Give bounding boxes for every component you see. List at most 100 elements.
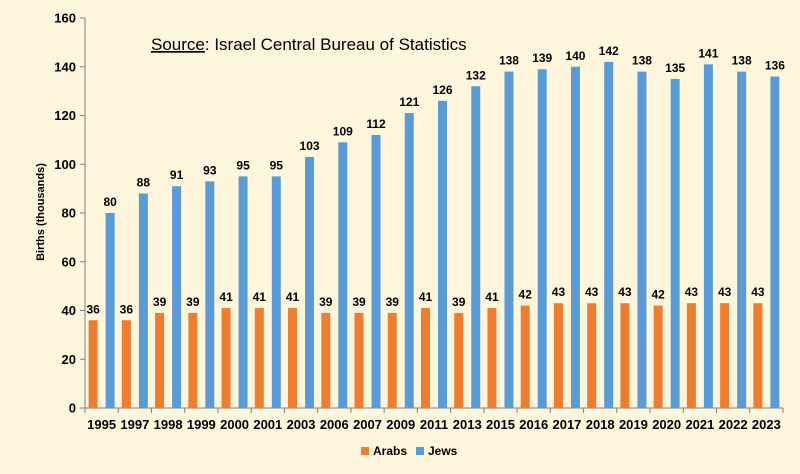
- x-tick-label: 2009: [386, 417, 415, 432]
- bar-jews-2013: [471, 86, 481, 408]
- bar-jews-1998: [172, 186, 182, 408]
- bar-jews-2021: [703, 64, 713, 408]
- y-tick-label: 20: [62, 352, 76, 367]
- x-tick-label: 2017: [552, 417, 581, 432]
- bar-arabs-2007: [354, 312, 364, 408]
- data-label-jews-2020: 135: [665, 61, 685, 75]
- y-tick-label: 140: [54, 59, 76, 74]
- x-tick-label: 2013: [453, 417, 482, 432]
- bar-arabs-2011: [421, 308, 430, 408]
- data-labels: 36 36 39 39 41 41 41 39 39 39 41 39 41 42 43 43 43 42 43 43…: [86, 44, 785, 316]
- data-label-jews-2015: 138: [499, 54, 519, 68]
- x-tick-label: 2007: [353, 417, 382, 432]
- data-label-arabs-2006: 39: [319, 295, 333, 309]
- y-tick-label: 120: [54, 108, 76, 123]
- x-tick-label: 1999: [187, 417, 216, 432]
- data-label-jews-2011: 126: [432, 83, 452, 97]
- data-label-jews-2007: 112: [366, 117, 386, 131]
- data-label-jews-2003: 103: [300, 139, 320, 153]
- data-label-jews-1995: 80: [103, 195, 117, 209]
- data-label-jews-1998: 91: [170, 168, 184, 182]
- x-tick-label: 2003: [287, 417, 316, 432]
- bar-arabs-2016: [520, 305, 530, 408]
- bar-arabs-2000: [221, 308, 231, 408]
- bar-jews-1997: [138, 193, 148, 408]
- bar-jews-2023: [770, 76, 780, 408]
- y-axis-title: Births (thousands): [35, 163, 47, 261]
- x-tick-label: 2019: [619, 417, 648, 432]
- data-label-jews-2006: 109: [333, 124, 353, 138]
- data-label-arabs-2015: 41: [485, 290, 499, 304]
- legend-label-arabs: Arabs: [373, 444, 407, 458]
- data-label-arabs-2001: 41: [253, 290, 267, 304]
- source-text: : Israel Central Bureau of Statistics: [205, 35, 467, 54]
- x-tick-label: 2015: [486, 417, 515, 432]
- bar-arabs-2021: [686, 303, 696, 408]
- bar-arabs-2009: [387, 312, 397, 408]
- bar-jews-2000: [238, 176, 248, 408]
- data-label-jews-2022: 138: [732, 54, 752, 68]
- bar-jews-2001: [271, 176, 281, 408]
- data-label-jews-2016: 139: [532, 51, 552, 65]
- bar-arabs-2020: [653, 305, 663, 408]
- bar-jews-2019: [637, 71, 647, 408]
- bar-arabs-2003: [288, 308, 298, 408]
- bar-arabs-2017: [553, 303, 563, 408]
- data-label-jews-2018: 142: [599, 44, 619, 58]
- data-label-jews-2023: 136: [765, 59, 785, 73]
- bar-jews-2016: [537, 69, 547, 408]
- bar-jews-2011: [438, 100, 447, 408]
- data-label-jews-2000: 95: [236, 158, 250, 172]
- data-label-arabs-2023: 43: [751, 285, 765, 299]
- source-annotation: Source: Israel Central Bureau of Statist…: [151, 35, 467, 54]
- y-tick-label: 80: [62, 206, 76, 221]
- data-label-arabs-2019: 43: [618, 285, 632, 299]
- data-label-arabs-2018: 43: [585, 285, 599, 299]
- x-tick-label: 1997: [120, 417, 149, 432]
- bar-arabs-2015: [487, 308, 497, 408]
- x-tick-label: 2011: [420, 417, 448, 432]
- data-label-jews-2001: 95: [270, 158, 284, 172]
- bar-arabs-2006: [321, 312, 331, 408]
- bar-arabs-2013: [454, 312, 464, 408]
- data-label-arabs-2000: 41: [219, 290, 233, 304]
- bar-arabs-1998: [155, 312, 165, 408]
- bar-arabs-2001: [254, 308, 264, 408]
- bar-jews-2018: [604, 61, 614, 408]
- data-label-arabs-1995: 36: [86, 302, 100, 316]
- data-label-jews-2013: 132: [466, 68, 486, 82]
- axes: 0 20 40 60 80 100 120 140 160 1995 1997 1998 1999 200…: [54, 11, 784, 432]
- bar-arabs-2023: [753, 303, 763, 408]
- bar-jews-2017: [570, 66, 580, 408]
- legend: Arabs Jews: [361, 444, 458, 458]
- data-label-arabs-2007: 39: [352, 295, 366, 309]
- bar-arabs-1997: [121, 320, 131, 408]
- x-tick-label: 2000: [220, 417, 249, 432]
- data-label-jews-2017: 140: [565, 49, 585, 63]
- bar-arabs-1999: [188, 312, 198, 408]
- data-label-arabs-2021: 43: [685, 285, 699, 299]
- bar-jews-2009: [404, 113, 414, 408]
- bar-arabs-2019: [620, 303, 630, 408]
- bar-jews-2003: [305, 156, 315, 408]
- bar-jews-2006: [338, 142, 348, 408]
- bar-jews-2020: [670, 78, 680, 408]
- x-tick-label: 1998: [154, 417, 183, 432]
- bar-jews-1999: [205, 181, 215, 408]
- x-tick-label: 2021: [685, 417, 714, 432]
- bar-jews-2022: [737, 71, 747, 408]
- data-label-arabs-2009: 39: [386, 295, 400, 309]
- x-tick-label: 2018: [586, 417, 615, 432]
- y-tick-label: 100: [54, 157, 76, 172]
- bar-jews-2007: [371, 135, 381, 408]
- y-tick-label: 60: [62, 254, 76, 269]
- y-tick-label: 0: [69, 401, 76, 416]
- data-label-jews-2021: 141: [698, 46, 718, 60]
- data-label-arabs-2016: 42: [519, 288, 533, 302]
- data-label-arabs-2022: 43: [718, 285, 732, 299]
- data-label-jews-1999: 93: [203, 163, 217, 177]
- bars: [88, 61, 780, 408]
- legend-swatch-arabs: [361, 447, 369, 455]
